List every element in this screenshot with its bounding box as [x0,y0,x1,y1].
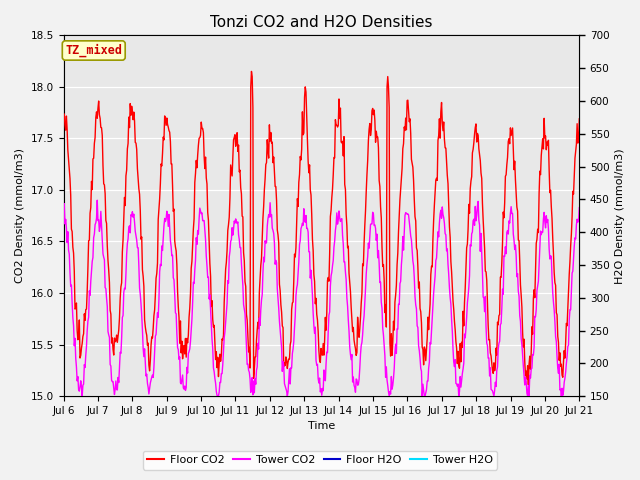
Floor H2O [559,108,567,114]
Tower CO2 [203,263,211,269]
Line: Tower H2O: Tower H2O [63,55,579,332]
Tower H2O [175,190,182,196]
Tower CO2 [385,393,393,399]
Line: Tower CO2: Tower CO2 [63,200,579,396]
Title: Tonzi CO2 and H2O Densities: Tonzi CO2 and H2O Densities [210,15,433,30]
Tower CO2 [176,354,184,360]
Line: Floor H2O: Floor H2O [63,111,579,309]
Tower CO2 [93,197,101,203]
Tower CO2 [69,315,77,321]
Tower H2O [575,292,583,298]
Floor H2O [385,149,392,155]
Tower H2O [538,329,546,335]
X-axis label: Time: Time [308,421,335,432]
Floor CO2 [122,173,130,179]
Floor CO2 [525,382,532,388]
Tower H2O [400,278,408,284]
Floor CO2 [175,304,182,310]
Tower CO2 [78,393,86,399]
Tower CO2 [401,230,408,236]
Legend: Floor CO2, Tower CO2, Floor H2O, Tower H2O: Floor CO2, Tower CO2, Floor H2O, Tower H… [143,451,497,469]
Tower H2O [69,217,77,223]
Floor H2O [60,275,67,281]
Floor CO2 [248,69,255,74]
Floor CO2 [400,141,408,146]
Floor H2O [400,282,408,288]
Floor H2O [69,202,77,208]
Floor H2O [122,248,130,253]
Text: TZ_mixed: TZ_mixed [65,44,122,57]
Tower H2O [122,248,130,254]
Y-axis label: H2O Density (mmol/m3): H2O Density (mmol/m3) [615,148,625,284]
Y-axis label: CO2 Density (mmol/m3): CO2 Density (mmol/m3) [15,148,25,283]
Tower H2O [202,259,210,265]
Tower H2O [60,282,67,288]
Tower CO2 [575,205,583,211]
Floor CO2 [69,244,77,250]
Line: Floor CO2: Floor CO2 [63,72,579,385]
Floor H2O [202,239,210,244]
Tower CO2 [124,240,131,246]
Floor H2O [575,282,583,288]
Tower H2O [179,52,187,58]
Floor CO2 [575,116,583,122]
Floor CO2 [385,84,392,90]
Floor H2O [175,175,183,181]
Tower H2O [385,120,392,125]
Floor CO2 [202,154,209,160]
Tower CO2 [60,217,67,223]
Floor H2O [125,306,132,312]
Floor CO2 [60,116,67,121]
